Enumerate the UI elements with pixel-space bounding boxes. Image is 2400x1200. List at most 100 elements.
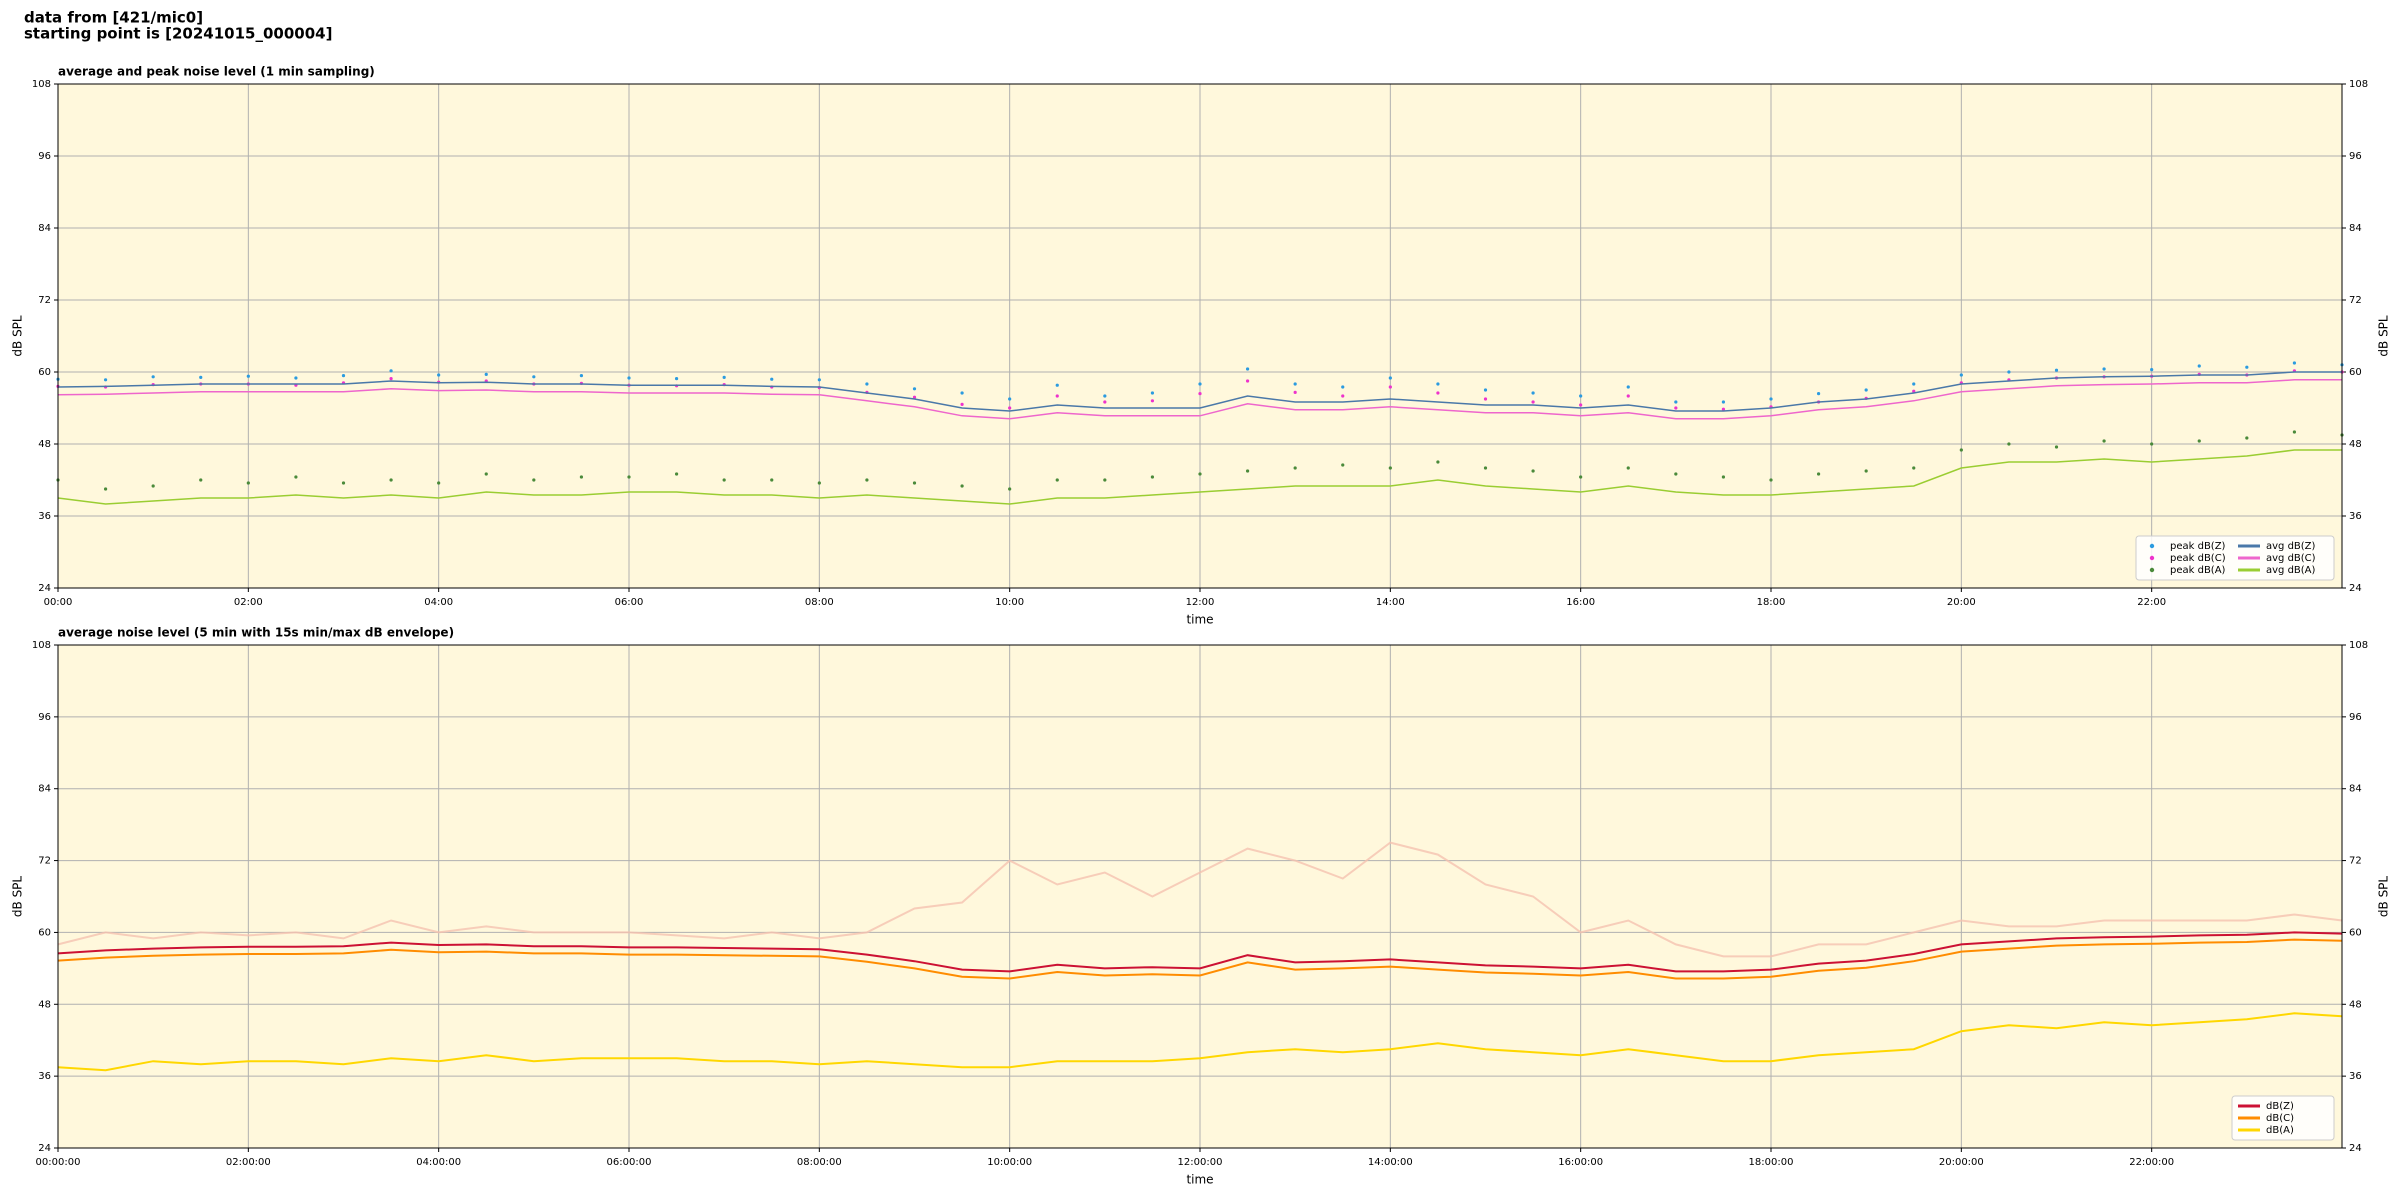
scatter-point: [770, 478, 774, 482]
scatter-point: [865, 478, 869, 482]
scatter-point: [437, 481, 441, 485]
scatter-point: [1674, 472, 1678, 476]
x-tick-label: 16:00:00: [1558, 1157, 1603, 1168]
scatter-point: [484, 472, 488, 476]
x-tick-label: 14:00:00: [1368, 1157, 1413, 1168]
x-tick-label: 12:00: [1186, 597, 1215, 608]
scatter-point: [1721, 407, 1726, 411]
scatter-point: [2102, 367, 2106, 371]
scatter-point: [1483, 397, 1488, 401]
y-tick-label: 36: [2349, 1071, 2362, 1082]
plot: average and peak noise level (1 min samp…: [11, 65, 2391, 627]
scatter-point: [199, 375, 203, 379]
y-tick-label: 48: [2349, 439, 2362, 450]
scatter-point: [1531, 400, 1535, 404]
series-line: [57, 371, 2342, 412]
scatter-point: [1008, 406, 1012, 410]
scatter-point: [1531, 391, 1535, 395]
scatter-point: [1912, 466, 1916, 470]
scatter-point: [103, 378, 108, 382]
scatter-point: [2150, 442, 2154, 446]
y-tick-label: 24: [2349, 1143, 2362, 1154]
scatter-point: [912, 395, 917, 399]
envelope: [57, 841, 2343, 958]
x-tick-label: 18:00:00: [1749, 1157, 1794, 1168]
scatter-point: [1626, 466, 1630, 470]
x-tick-label: 06:00: [615, 597, 644, 608]
series-line: [57, 379, 2342, 420]
scatter-point: [246, 374, 250, 378]
y-tick-label: 84: [2349, 223, 2362, 234]
scatter-point: [912, 387, 917, 391]
scatter-point: [2292, 430, 2297, 434]
scatter-point: [341, 374, 346, 378]
scatter-point: [1436, 460, 1440, 464]
scatter-point: [341, 481, 346, 485]
scatter-point: [627, 475, 631, 479]
legend-label: avg dB(C): [2266, 553, 2316, 564]
scatter-point: [960, 402, 964, 406]
header-line: starting point is [20241015_000004]: [24, 25, 332, 43]
scatter-point: [1055, 383, 1059, 387]
legend-label: dB(A): [2266, 1125, 2294, 1136]
y-tick-label: 72: [38, 295, 51, 306]
scatter-point: [1959, 373, 1963, 377]
scatter-point: [2245, 436, 2249, 440]
scatter-point: [960, 391, 964, 395]
scatter-point: [1245, 367, 1250, 371]
x-tick-label: 08:00:00: [797, 1157, 842, 1168]
y-tick-label: 36: [38, 511, 51, 522]
header-line: data from [421/mic0]: [24, 9, 203, 27]
scatter-point: [1103, 400, 1107, 404]
y-tick-label: 72: [2349, 295, 2362, 306]
scatter-point: [2150, 368, 2154, 372]
plot-title: average and peak noise level (1 min samp…: [58, 65, 375, 79]
scatter-point: [2197, 364, 2201, 368]
legend-label: avg dB(Z): [2266, 541, 2316, 552]
scatter-point: [1008, 397, 1012, 401]
scatter-point: [1388, 385, 1392, 389]
legend-label: peak dB(A): [2170, 565, 2226, 576]
scatter-point: [532, 375, 536, 379]
plot-frame: [57, 83, 2343, 589]
scatter-point: [1626, 385, 1630, 389]
scatter-point: [389, 377, 393, 381]
scatter-point: [1531, 469, 1535, 473]
legend-marker: [2149, 543, 2155, 549]
x-tick-label: 12:00:00: [1178, 1157, 1223, 1168]
scatter-point: [1626, 394, 1630, 398]
legend-label: peak dB(C): [2170, 553, 2226, 564]
scatter-point: [199, 478, 203, 482]
y-tick-label: 108: [2349, 640, 2368, 651]
scatter-point: [579, 475, 584, 479]
scatter-point: [2245, 365, 2249, 369]
scatter-point: [1150, 391, 1155, 395]
x-tick-label: 20:00: [1947, 597, 1976, 608]
scatter-point: [1388, 376, 1392, 380]
legend-label: dB(Z): [2266, 1101, 2294, 1112]
x-tick-label: 04:00:00: [416, 1157, 461, 1168]
scatter-point: [722, 375, 726, 379]
legend-label: peak dB(Z): [2170, 541, 2226, 552]
scatter-point: [865, 382, 869, 386]
x-tick-label: 18:00: [1757, 597, 1786, 608]
scatter-point: [627, 376, 631, 380]
y-tick-label: 36: [2349, 511, 2362, 522]
scatter-point: [1293, 382, 1297, 386]
y-tick-label: 36: [38, 1071, 51, 1082]
y-tick-label: 72: [2349, 856, 2362, 867]
series-line: [57, 938, 2343, 980]
y-tick-label: 108: [2349, 79, 2368, 90]
scatter-point: [103, 487, 108, 491]
scatter-point: [1341, 463, 1345, 467]
scatter-point: [151, 375, 155, 379]
scatter-point: [2007, 442, 2011, 446]
scatter-point: [246, 481, 250, 485]
scatter-point: [817, 378, 821, 382]
y-tick-label: 96: [38, 151, 51, 162]
x-axis-label: time: [1186, 613, 1213, 627]
scatter-point: [1769, 397, 1773, 401]
scatter-point: [1103, 478, 1107, 482]
